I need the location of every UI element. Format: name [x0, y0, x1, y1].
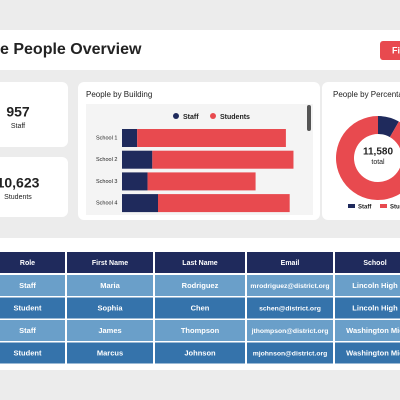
legend-marker	[210, 113, 216, 119]
header-bar	[0, 30, 400, 70]
cell-text: Lincoln High	[352, 281, 398, 290]
header-label: Email	[281, 260, 300, 267]
bar-segment	[122, 129, 138, 147]
scrollbar[interactable]	[307, 105, 311, 131]
kpi-value: 10,623	[0, 175, 40, 191]
legend-marker	[380, 204, 387, 208]
header-cell	[155, 252, 245, 273]
cell-text: jthompson@district.org	[251, 328, 329, 335]
table-cell	[335, 297, 400, 319]
cell-text: Student	[14, 348, 42, 357]
cell-text: Thompson	[181, 326, 220, 335]
kpi-card	[0, 82, 68, 147]
category-label: School 4	[96, 201, 117, 207]
donut-slice	[336, 116, 400, 200]
legend-label: Stud	[390, 205, 400, 211]
cell-text: Sophia	[97, 303, 123, 312]
cell-text: mrodriguez@district.org	[250, 283, 329, 290]
legend-label: Staff	[358, 205, 372, 211]
table-cell	[247, 297, 333, 319]
table-cell	[67, 275, 153, 296]
header-label: Last Name	[182, 260, 218, 267]
kpi-label: Staff	[11, 123, 25, 130]
cell-text: schen@district.org	[259, 305, 321, 312]
cell-text: Johnson	[184, 348, 216, 357]
cell-text: Chen	[191, 303, 210, 312]
legend-label: Students	[220, 114, 250, 121]
cell-text: Lincoln High	[352, 303, 398, 312]
legend-marker	[173, 113, 179, 119]
header-cell	[335, 252, 400, 273]
table-cell	[0, 275, 65, 296]
filter-button-label[interactable]: Fi	[392, 45, 400, 55]
donut-slice	[378, 116, 399, 138]
header-cell	[0, 252, 65, 273]
donut-total: 11,580	[363, 147, 393, 158]
table-cell	[67, 342, 153, 364]
cell-text: Staff	[19, 326, 36, 335]
table-cell	[155, 275, 245, 296]
header-cell	[247, 252, 333, 273]
filter-button[interactable]	[380, 41, 400, 60]
bar-title: People by Building	[86, 90, 152, 99]
page-title: e People Overview	[0, 41, 142, 58]
table-cell	[155, 297, 245, 319]
header-label: Role	[20, 260, 35, 267]
bar-segment	[147, 172, 256, 191]
table-cell	[155, 320, 245, 341]
header-label: First Name	[92, 260, 128, 267]
bar-segment	[152, 150, 294, 169]
legend-marker	[348, 204, 355, 208]
table-cell	[67, 297, 153, 319]
table-cell	[247, 342, 333, 364]
donut-title: People by Percentag	[333, 90, 400, 99]
kpi-value: 957	[6, 104, 30, 120]
header-label: School	[363, 260, 386, 267]
cell-text: Marcus	[97, 348, 123, 357]
category-label: School 3	[96, 179, 117, 185]
kpi-card	[0, 157, 68, 217]
table-cell	[0, 320, 65, 341]
table-cell	[247, 275, 333, 296]
cell-text: Maria	[100, 281, 120, 290]
cell-text: James	[98, 326, 121, 335]
table-cell	[247, 320, 333, 341]
cell-text: Washington Mid	[346, 348, 400, 357]
table-cell	[155, 342, 245, 364]
bar-segment	[122, 172, 148, 191]
table-cell	[335, 342, 400, 364]
donut-total-label: total	[371, 159, 385, 166]
table-cell	[0, 297, 65, 319]
table-cell	[0, 342, 65, 364]
table-cell	[335, 275, 400, 296]
cell-text: Rodriguez	[182, 281, 219, 290]
cell-text: Staff	[19, 281, 36, 290]
cell-text: Washington Mid	[346, 326, 400, 335]
category-label: School 1	[96, 135, 117, 141]
category-label: School 2	[96, 157, 117, 163]
header-cell	[67, 252, 153, 273]
bar-segment	[158, 194, 290, 213]
cell-text: mjohnson@district.org	[253, 350, 328, 357]
cell-text: Student	[14, 303, 42, 312]
kpi-label: Students	[4, 194, 32, 201]
table-cell	[335, 320, 400, 341]
bar-segment	[122, 150, 153, 169]
table-cell	[67, 320, 153, 341]
bar-segment	[137, 129, 286, 147]
bar-segment	[122, 194, 158, 213]
legend-label: Staff	[183, 114, 199, 121]
